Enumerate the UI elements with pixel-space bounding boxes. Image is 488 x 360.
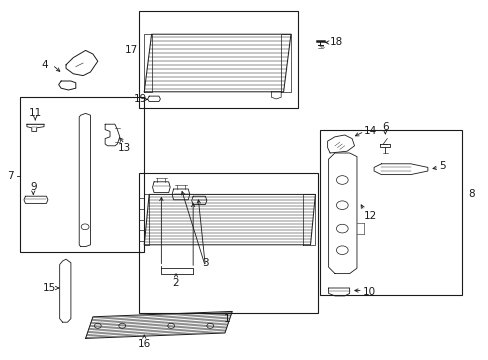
Bar — [320, 130, 461, 295]
Text: 6: 6 — [381, 122, 388, 132]
Text: 4: 4 — [41, 60, 48, 70]
Text: 18: 18 — [329, 37, 343, 48]
Text: 7: 7 — [7, 171, 14, 181]
Bar — [139, 11, 298, 108]
Text: 3: 3 — [202, 258, 208, 268]
Text: 13: 13 — [118, 143, 131, 153]
Text: 19: 19 — [134, 94, 147, 104]
Text: 5: 5 — [438, 161, 445, 171]
Text: 16: 16 — [137, 339, 151, 349]
Text: 10: 10 — [362, 287, 375, 297]
Bar — [20, 97, 144, 252]
Text: 17: 17 — [124, 45, 138, 55]
Text: 15: 15 — [43, 283, 57, 293]
Bar — [139, 173, 317, 313]
Text: 11: 11 — [28, 108, 42, 118]
Text: 2: 2 — [172, 278, 179, 288]
Text: 12: 12 — [363, 211, 377, 221]
Text: 8: 8 — [468, 189, 474, 199]
Text: 1: 1 — [224, 314, 230, 324]
Text: 9: 9 — [30, 182, 37, 192]
Text: 14: 14 — [363, 126, 377, 136]
